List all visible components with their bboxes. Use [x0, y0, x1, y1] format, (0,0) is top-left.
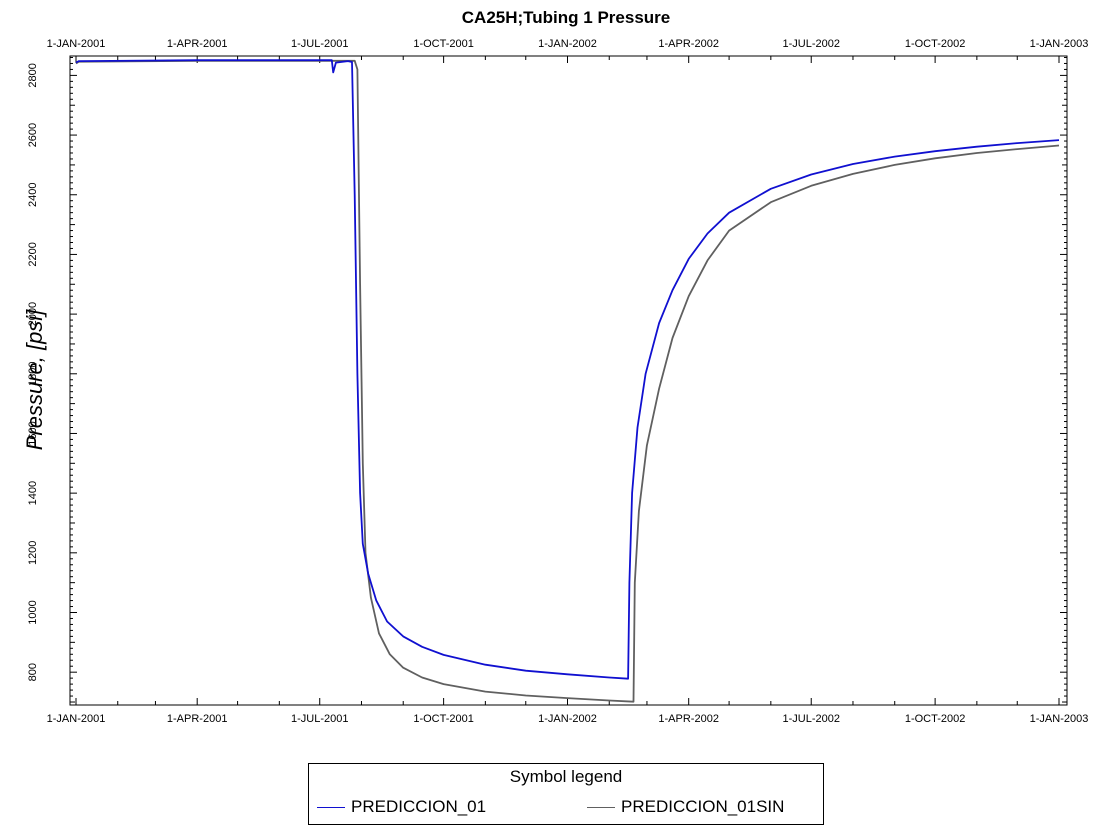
x-tick-label-top: 1-APR-2001 — [167, 38, 228, 50]
x-tick-label-bottom: 1-OCT-2002 — [905, 713, 966, 725]
legend-label-series-2: PREDICCION_01SIN — [621, 797, 785, 816]
x-tick-label-bottom: 1-JAN-2001 — [47, 713, 106, 725]
y-tick-label: 1200 — [27, 541, 39, 565]
x-tick-label-top: 1-JAN-2001 — [47, 38, 106, 50]
x-tick-label-bottom: 1-JAN-2003 — [1030, 713, 1089, 725]
x-tick-label-top: 1-JAN-2002 — [538, 38, 597, 50]
y-tick-label: 800 — [27, 663, 39, 681]
series-layer — [75, 59, 1060, 703]
x-tick-label-top: 1-OCT-2002 — [905, 38, 966, 50]
x-axis-top: 1-JAN-2001 1-APR-2001 1-JUL-2001 1-OCT-2001… — [47, 38, 1089, 63]
series-line-2 — [75, 59, 1060, 703]
legend: Symbol legend PREDICCION_01 PREDICCION_0… — [308, 763, 824, 825]
y-tick-label: 1000 — [27, 600, 39, 624]
y-tick-label: 2000 — [27, 302, 39, 326]
y-tick-label: 1800 — [27, 362, 39, 386]
x-tick-label-top: 1-JUL-2002 — [782, 38, 839, 50]
chart-title: CA25H;Tubing 1 Pressure — [462, 8, 670, 27]
x-tick-label-bottom: 1-JUL-2002 — [782, 713, 839, 725]
series-line-1 — [75, 59, 1060, 680]
legend-item-series-2: PREDICCION_01SIN — [587, 797, 784, 817]
x-tick-label-bottom: 1-JUL-2001 — [291, 713, 348, 725]
legend-item-series-1: PREDICCION_01 — [317, 797, 486, 817]
x-tick-label-top: 1-JAN-2003 — [1030, 38, 1089, 50]
legend-label-series-1: PREDICCION_01 — [351, 797, 487, 816]
legend-title: Symbol legend — [509, 767, 623, 786]
y-tick-label: 2600 — [27, 123, 39, 147]
y-axis: 800 1000 1200 1400 1600 1800 2000 2200 2400 2600 2… — [27, 56, 1067, 703]
x-tick-label-top: 1-JUL-2001 — [291, 38, 348, 50]
x-tick-label-bottom: 1-APR-2001 — [167, 713, 228, 725]
plot-frame — [69, 55, 1068, 706]
legend-swatch-series-1 — [317, 806, 345, 808]
x-axis-bottom: 1-JAN-2001 1-APR-2001 1-JUL-2001 1-OCT-2001… — [47, 698, 1089, 725]
x-tick-label-top: 1-APR-2002 — [658, 38, 719, 50]
x-tick-label-bottom: 1-JAN-2002 — [538, 713, 597, 725]
legend-swatch-series-2 — [587, 806, 615, 808]
y-tick-label: 2400 — [27, 183, 39, 207]
y-tick-label: 2200 — [27, 242, 39, 266]
y-tick-label: 2800 — [27, 63, 39, 87]
y-tick-label: 1600 — [27, 421, 39, 445]
x-tick-label-top: 1-OCT-2001 — [413, 38, 474, 50]
y-axis-title: Pressure, [psi] — [22, 309, 47, 450]
y-tick-label: 1400 — [27, 481, 39, 505]
x-tick-label-bottom: 1-OCT-2001 — [413, 713, 474, 725]
x-tick-label-bottom: 1-APR-2002 — [658, 713, 719, 725]
